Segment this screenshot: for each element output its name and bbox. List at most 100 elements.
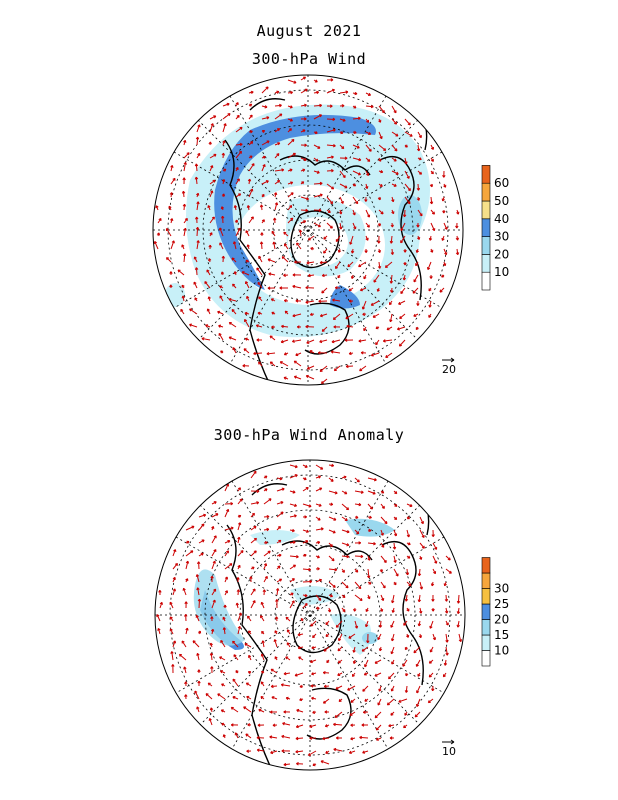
- wind-arrowhead: [381, 598, 385, 602]
- wind-arrow: [222, 113, 231, 120]
- wind-arrowhead: [407, 201, 411, 205]
- wind-arrowhead: [224, 590, 228, 594]
- wind-arrow: [243, 348, 250, 354]
- wind-arrowhead: [381, 490, 385, 494]
- wind-arrowhead: [353, 183, 357, 187]
- wind-arrow: [404, 118, 411, 126]
- wind-arrowhead: [341, 569, 345, 573]
- wind-arrow: [358, 339, 367, 342]
- wind-arrowhead: [302, 129, 306, 133]
- wind-arrow: [245, 733, 252, 739]
- wind-arrowhead: [276, 128, 280, 132]
- wind-arrowhead: [205, 324, 209, 328]
- wind-arrowhead: [416, 148, 421, 152]
- wind-arrowhead: [292, 490, 296, 494]
- wind-arrowhead: [406, 175, 410, 179]
- wind-arrowhead: [311, 646, 315, 650]
- wind-arrowhead: [407, 555, 411, 559]
- wind-arrow: [359, 365, 367, 372]
- wind-arrowhead: [271, 325, 274, 329]
- wind-arrowhead: [289, 168, 293, 172]
- wind-arrowhead: [222, 734, 226, 738]
- wind-arrowhead: [318, 208, 322, 213]
- wind-reference-label: 20: [442, 363, 456, 376]
- wind-arrowhead: [365, 608, 369, 612]
- wind-arrow: [289, 474, 298, 479]
- wind-arrowhead: [321, 328, 325, 332]
- wind-arrowhead: [271, 230, 275, 234]
- wind-arrowhead: [430, 171, 434, 175]
- wind-arrowhead: [342, 594, 346, 598]
- wind-arrowhead: [417, 599, 422, 603]
- panel-title-anomaly: 300-hPa Wind Anomaly: [213, 426, 405, 444]
- wind-arrow: [349, 235, 354, 245]
- wind-arrow: [253, 352, 263, 355]
- wind-arrowhead: [363, 328, 367, 332]
- wind-arrowhead: [277, 565, 281, 569]
- wind-arrowhead: [394, 503, 398, 507]
- wind-arrowhead: [389, 736, 393, 740]
- wind-arrowhead: [335, 686, 339, 690]
- wind-arrowhead: [329, 544, 333, 548]
- wind-arrow: [367, 568, 370, 578]
- wind-arrow: [380, 555, 387, 563]
- wind-arrowhead: [378, 648, 383, 652]
- wind-arrowhead: [415, 703, 420, 707]
- wind-arrow: [172, 549, 176, 557]
- wind-arrowhead: [260, 615, 264, 619]
- wind-arrowhead: [304, 515, 308, 519]
- wind-arrowhead: [181, 244, 185, 248]
- wind-arrow: [269, 736, 278, 739]
- wind-arrow: [427, 261, 432, 270]
- wind-arrowhead: [346, 507, 350, 511]
- wind-arrowhead: [256, 501, 260, 505]
- wind-arrowhead: [237, 536, 241, 540]
- wind-arrowhead: [441, 198, 445, 202]
- wind-arrowhead: [400, 228, 404, 232]
- wind-arrowhead: [190, 550, 194, 554]
- wind-arrowhead: [299, 697, 303, 702]
- wind-arrow: [219, 227, 224, 237]
- wind-arrowhead: [342, 175, 346, 179]
- wind-arrow: [273, 241, 276, 250]
- wind-arrowhead: [377, 637, 381, 641]
- wind-arrow: [328, 555, 335, 562]
- wind-arrowhead: [365, 186, 369, 189]
- wind-arrow: [260, 241, 263, 250]
- wind-arrow: [412, 287, 419, 294]
- colorbar-swatch: [481, 650, 491, 667]
- wind-arrowhead: [335, 736, 339, 740]
- wind-arrowhead: [312, 635, 316, 639]
- wind-arrowhead: [181, 640, 185, 644]
- wind-arrow: [430, 222, 435, 231]
- wind-arrow: [352, 117, 361, 120]
- wind-arrow: [211, 513, 219, 518]
- wind-arrowhead: [195, 226, 200, 230]
- wind-arrowhead: [350, 736, 354, 741]
- wind-arrowhead: [237, 487, 241, 491]
- wind-arrowhead: [281, 168, 285, 172]
- wind-arrowhead: [197, 152, 201, 156]
- wind-arrow: [432, 555, 437, 564]
- wind-arrowhead: [378, 158, 382, 162]
- wind-arrowhead: [360, 554, 364, 559]
- wind-arrow: [248, 188, 253, 198]
- wind-arrow: [280, 339, 289, 343]
- wind-arrowhead: [201, 337, 205, 341]
- wind-arrow: [334, 365, 341, 372]
- wind-arrowhead: [350, 699, 354, 703]
- wind-arrow: [367, 542, 376, 545]
- wind-arrowhead: [330, 350, 334, 354]
- wind-arrow: [185, 561, 189, 570]
- wind-arrow: [346, 365, 354, 368]
- colorbar-label: 15: [494, 628, 509, 642]
- wind-arrow: [326, 156, 334, 159]
- wind-arrowhead: [397, 327, 400, 331]
- wind-arrowhead: [245, 682, 249, 686]
- wind-arrowhead: [220, 215, 225, 219]
- wind-arrowhead: [322, 670, 326, 675]
- wind-arrowhead: [444, 598, 449, 602]
- wind-arrowhead: [288, 128, 292, 132]
- wind-arrowhead: [278, 553, 282, 558]
